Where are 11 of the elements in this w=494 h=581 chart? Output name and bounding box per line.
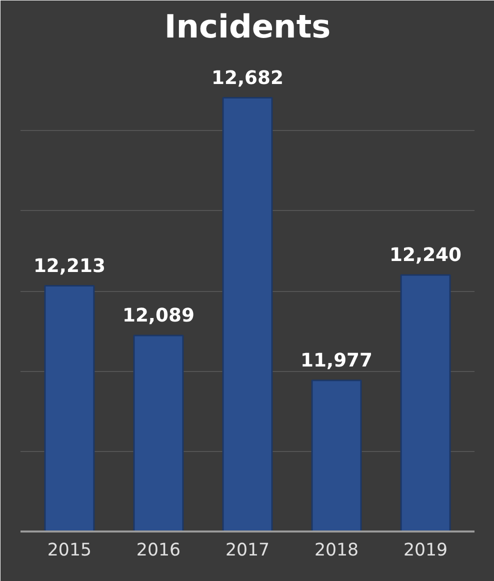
x-tick-label: 2017 — [225, 540, 270, 560]
x-tick-label: 2016 — [136, 540, 181, 560]
data-label: 12,213 — [33, 256, 106, 277]
data-label: 12,240 — [390, 244, 462, 266]
chart-title: Incidents — [164, 8, 331, 46]
x-tick-label: 2019 — [403, 540, 448, 560]
x-tick-label: 2018 — [314, 540, 359, 560]
x-tick-label: 2015 — [47, 540, 92, 560]
data-label: 11,977 — [300, 350, 373, 372]
data-label: 12,682 — [212, 68, 284, 89]
data-label: 12,089 — [122, 305, 194, 326]
